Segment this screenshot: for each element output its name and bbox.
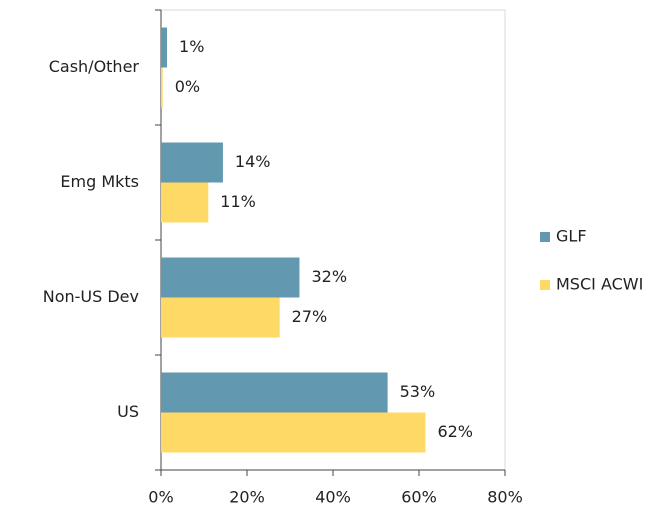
bar [161, 182, 209, 223]
data-label: 27% [292, 307, 328, 326]
y-tick-label: Cash/Other [49, 57, 140, 76]
data-label: 53% [400, 382, 436, 401]
y-tick-label: Non-US Dev [43, 287, 139, 306]
data-label: 32% [311, 267, 347, 286]
legend-swatch [540, 232, 550, 242]
bar [161, 297, 280, 338]
bar [161, 372, 388, 413]
x-tick-label: 80% [487, 488, 523, 507]
y-tick-label: US [117, 402, 139, 421]
legend-label: MSCI ACWI [556, 275, 643, 294]
data-label: 62% [437, 422, 473, 441]
bar [161, 257, 300, 298]
x-tick-label: 0% [148, 488, 173, 507]
bar [161, 142, 223, 183]
bar [161, 27, 168, 68]
x-tick-label: 40% [315, 488, 351, 507]
data-label: 1% [179, 37, 204, 56]
x-tick-label: 60% [401, 488, 437, 507]
data-label: 0% [175, 77, 200, 96]
legend-label: GLF [556, 227, 587, 246]
bar [161, 412, 426, 453]
x-tick-label: 20% [229, 488, 265, 507]
legend-swatch [540, 280, 550, 290]
data-label: 11% [220, 192, 256, 211]
data-label: 14% [235, 152, 271, 171]
y-tick-label: Emg Mkts [60, 172, 139, 191]
bar [161, 67, 163, 108]
